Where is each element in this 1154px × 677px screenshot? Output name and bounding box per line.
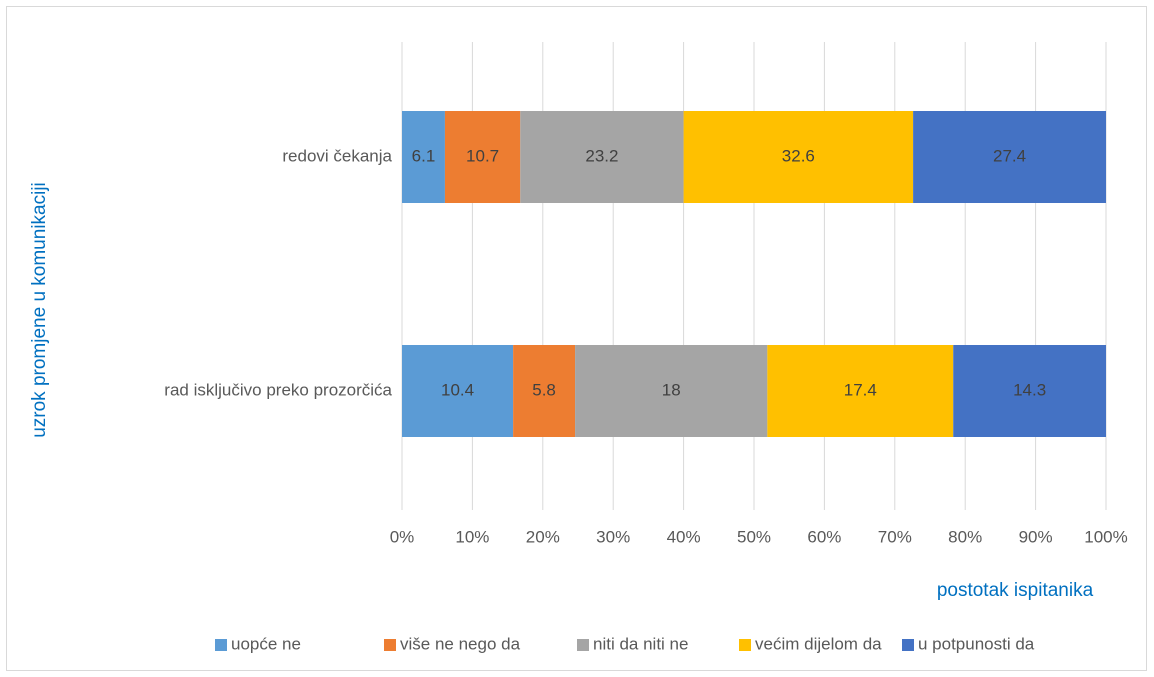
- y-tick-label: rad isključivo preko prozorčića: [164, 380, 392, 399]
- legend-label: više ne nego da: [400, 634, 521, 653]
- data-label: 18: [662, 380, 681, 399]
- legend-swatch: [902, 639, 914, 651]
- bar-segment: [913, 111, 1106, 203]
- legend-label: u potpunosti da: [918, 634, 1035, 653]
- bar-segment: [402, 111, 445, 203]
- chart-border: [6, 6, 1147, 671]
- x-tick-label: 20%: [526, 527, 560, 546]
- data-label: 17.4: [844, 380, 877, 399]
- bar-segment: [402, 345, 514, 437]
- x-axis-title: postotak ispitanika: [937, 580, 1094, 601]
- x-tick-label: 0%: [390, 527, 415, 546]
- x-tick-label: 30%: [596, 527, 630, 546]
- data-label: 10.4: [441, 380, 474, 399]
- data-label: 27.4: [993, 146, 1026, 165]
- data-label: 23.2: [585, 146, 618, 165]
- x-tick-label: 100%: [1084, 527, 1127, 546]
- data-label: 32.6: [782, 146, 815, 165]
- data-label: 14.3: [1013, 380, 1046, 399]
- bar-segment: [683, 111, 914, 203]
- x-tick-label: 70%: [878, 527, 912, 546]
- x-tick-label: 40%: [667, 527, 701, 546]
- data-label: 5.8: [532, 380, 556, 399]
- legend-swatch: [577, 639, 589, 651]
- data-label: 10.7: [466, 146, 499, 165]
- legend-swatch: [384, 639, 396, 651]
- x-tick-label: 60%: [807, 527, 841, 546]
- x-tick-label: 80%: [948, 527, 982, 546]
- x-tick-label: 10%: [455, 527, 489, 546]
- bar-segment: [513, 345, 576, 437]
- x-tick-label: 90%: [1019, 527, 1053, 546]
- bar-segment: [953, 345, 1106, 437]
- bar-segment: [444, 111, 521, 203]
- legend-swatch: [739, 639, 751, 651]
- y-tick-label: redovi čekanja: [282, 146, 392, 165]
- bar-segment: [767, 345, 954, 437]
- legend-swatch: [215, 639, 227, 651]
- bar-segment: [575, 345, 768, 437]
- legend-label: niti da niti ne: [593, 634, 688, 653]
- bar-segment: [520, 111, 684, 203]
- legend-label: uopće ne: [231, 634, 301, 653]
- legend-label: većim dijelom da: [755, 634, 882, 653]
- data-label: 6.1: [412, 146, 436, 165]
- x-tick-label: 50%: [737, 527, 771, 546]
- y-axis-title: uzrok promjene u komunikaciji: [29, 182, 50, 438]
